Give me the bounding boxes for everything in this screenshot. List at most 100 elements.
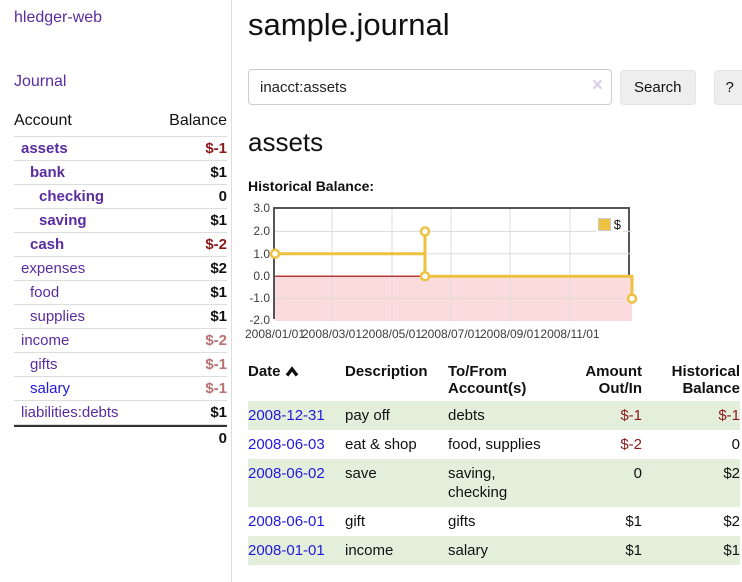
account-link-bank[interactable]: bank bbox=[30, 164, 66, 181]
header-balance[interactable]: Historical Balance bbox=[671, 363, 740, 397]
transaction-date-link[interactable]: 2008-12-31 bbox=[248, 407, 325, 424]
transaction-accounts: gifts bbox=[448, 513, 476, 530]
account-link-food[interactable]: food bbox=[30, 284, 60, 301]
account-balance: $1 bbox=[210, 212, 227, 229]
account-link-supplies[interactable]: supplies bbox=[30, 308, 86, 325]
account-link-cash[interactable]: cash bbox=[30, 236, 65, 253]
clear-search-icon[interactable]: × bbox=[591, 75, 603, 96]
help-button[interactable]: ? bbox=[713, 69, 742, 105]
account-link-gifts[interactable]: gifts bbox=[30, 356, 58, 373]
account-link-assets[interactable]: assets bbox=[21, 140, 68, 157]
accounts-table: Account Balance assets $-1 bank $1 check… bbox=[14, 109, 227, 449]
transaction-balance: 0 bbox=[731, 436, 740, 453]
register-table: Date Description To/From Account(s) Amou… bbox=[248, 360, 740, 565]
y-tick: 1.0 bbox=[253, 247, 270, 261]
transaction-balance: $2 bbox=[723, 513, 740, 530]
account-row[interactable]: cash $-2 bbox=[14, 233, 227, 257]
account-row[interactable]: liabilities:debts $1 bbox=[14, 401, 227, 425]
sort-ascending-icon bbox=[285, 364, 299, 381]
account-balance: $-2 bbox=[205, 236, 227, 253]
historical-balance-chart: 3.0 2.0 1.0 0.0 -1.0 -2.0 bbox=[244, 201, 742, 345]
transaction-accounts: saving, checking bbox=[448, 465, 508, 501]
account-balance: $1 bbox=[210, 404, 227, 421]
account-link-salary[interactable]: salary bbox=[30, 380, 71, 397]
header-date[interactable]: Date bbox=[248, 360, 345, 401]
data-points bbox=[269, 226, 638, 304]
header-description[interactable]: Description bbox=[345, 363, 428, 380]
x-tick: 2008/01/01 bbox=[244, 327, 306, 341]
header-accounts[interactable]: To/From Account(s) bbox=[448, 363, 527, 397]
transaction-date-link[interactable]: 2008-06-03 bbox=[248, 436, 325, 453]
account-link-expenses[interactable]: expenses bbox=[21, 260, 86, 277]
app-title[interactable]: hledger-web bbox=[14, 9, 103, 26]
search-input[interactable] bbox=[248, 69, 612, 105]
account-row[interactable]: food $1 bbox=[14, 281, 227, 305]
transaction-amount: 0 bbox=[633, 465, 642, 482]
account-row[interactable]: salary $-1 bbox=[14, 377, 227, 401]
account-row[interactable]: expenses $2 bbox=[14, 257, 227, 281]
search-form: × Search ? bbox=[248, 69, 742, 105]
transaction-accounts: debts bbox=[448, 407, 485, 424]
series-label: $ bbox=[613, 217, 621, 232]
header-amount[interactable]: Amount Out/In bbox=[585, 363, 642, 397]
account-heading: assets bbox=[248, 127, 324, 157]
accounts-table-header: Account Balance bbox=[14, 109, 227, 137]
accounts-header-account: Account bbox=[14, 112, 72, 129]
transaction-description: income bbox=[345, 542, 394, 559]
accounts-header-balance: Balance bbox=[169, 112, 227, 129]
account-link-liabilities-debts[interactable]: liabilities:debts bbox=[21, 404, 119, 421]
accounts-total-value: 0 bbox=[218, 429, 227, 447]
x-tick: 2008/09/01 bbox=[479, 327, 541, 341]
series-color-swatch bbox=[597, 218, 611, 231]
transaction-date-link[interactable]: 2008-06-01 bbox=[248, 513, 325, 530]
transaction-balance: $2 bbox=[723, 465, 740, 482]
register-row[interactable]: 2008-12-31 pay off debts $-1 $-1 bbox=[248, 401, 740, 430]
accounts-total-row: 0 bbox=[14, 425, 227, 449]
account-balance: $-1 bbox=[205, 380, 227, 397]
account-balance: 0 bbox=[218, 188, 227, 205]
account-row[interactable]: bank $1 bbox=[14, 161, 227, 185]
y-tick: 2.0 bbox=[253, 224, 270, 238]
account-balance: $-1 bbox=[205, 356, 227, 373]
y-tick: -2.0 bbox=[249, 313, 270, 327]
account-row[interactable]: assets $-1 bbox=[14, 137, 227, 161]
account-row[interactable]: gifts $-1 bbox=[14, 353, 227, 377]
main-content: sample.journal × Search ? assets Histori… bbox=[232, 0, 742, 582]
account-balance: $2 bbox=[210, 260, 227, 277]
transaction-amount: $-1 bbox=[620, 407, 642, 424]
transaction-date-link[interactable]: 2008-06-02 bbox=[248, 465, 325, 482]
transaction-description: save bbox=[345, 465, 377, 482]
chart-title: Historical Balance: bbox=[248, 178, 375, 194]
chart-canvas bbox=[269, 209, 638, 321]
account-row[interactable]: income $-2 bbox=[14, 329, 227, 353]
x-tick: 2008/03/01 bbox=[301, 327, 363, 341]
register-row[interactable]: 2008-06-02 save saving, checking 0 $2 bbox=[248, 459, 740, 507]
register-row[interactable]: 2008-06-01 gift gifts $1 $2 bbox=[248, 507, 740, 536]
transaction-balance: $1 bbox=[723, 542, 740, 559]
search-button[interactable]: Search bbox=[620, 69, 696, 105]
account-row[interactable]: supplies $1 bbox=[14, 305, 227, 329]
page-title: sample.journal bbox=[248, 7, 450, 42]
account-row[interactable]: checking 0 bbox=[14, 185, 227, 209]
account-balance: $-2 bbox=[205, 332, 227, 349]
transaction-date-link[interactable]: 2008-01-01 bbox=[248, 542, 325, 559]
y-tick: -1.0 bbox=[249, 291, 270, 305]
account-row[interactable]: saving $1 bbox=[14, 209, 227, 233]
account-link-income[interactable]: income bbox=[21, 332, 70, 349]
plot-area: $ bbox=[269, 207, 638, 321]
transaction-description: gift bbox=[345, 513, 366, 530]
chart-legend: $ bbox=[595, 216, 623, 233]
sidebar: hledger-web Journal Account Balance asse… bbox=[0, 0, 232, 582]
nav-journal-link[interactable]: Journal bbox=[14, 73, 67, 90]
account-link-checking[interactable]: checking bbox=[39, 188, 105, 205]
balance-line bbox=[275, 229, 634, 299]
register-row[interactable]: 2008-01-01 income salary $1 $1 bbox=[248, 536, 740, 565]
y-tick: 3.0 bbox=[253, 201, 270, 215]
y-tick: 0.0 bbox=[253, 269, 270, 283]
account-link-saving[interactable]: saving bbox=[39, 212, 87, 229]
transaction-accounts: salary bbox=[448, 542, 489, 559]
transaction-amount: $1 bbox=[625, 513, 642, 530]
x-tick: 2008/11/01 bbox=[540, 327, 600, 341]
transaction-amount: $-2 bbox=[620, 436, 642, 453]
register-row[interactable]: 2008-06-03 eat & shop food, supplies $-2… bbox=[248, 430, 740, 459]
